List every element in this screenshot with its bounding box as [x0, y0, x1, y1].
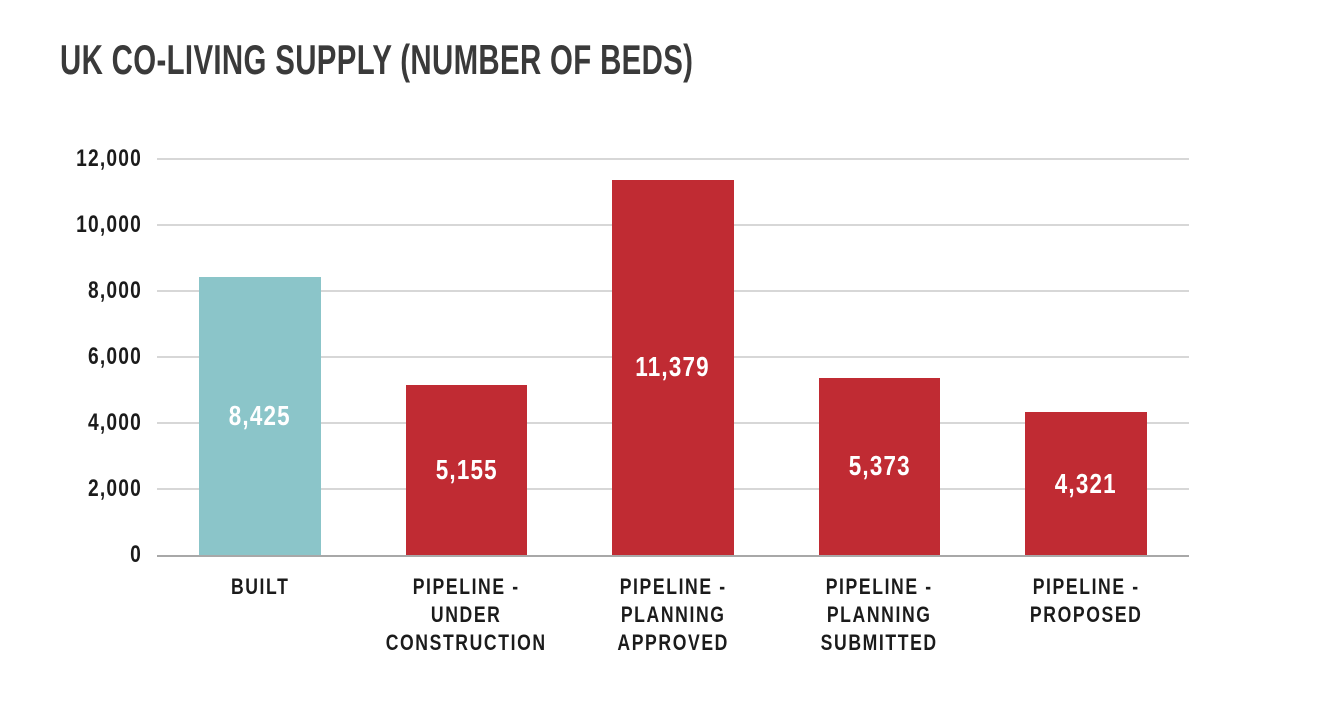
bar-pipeline-under-construction: 5,155 [405, 384, 528, 555]
gridline-12000 [157, 158, 1189, 160]
x-axis-category-labels: BUILT PIPELINE - UNDER CONSTRUCTION PIPELI… [157, 573, 1189, 673]
bar-value-label: 11,379 [635, 351, 711, 383]
x-category-label-4: PIPELINE - PLANNING SUBMITTED [820, 574, 938, 655]
x-category-label-3: PIPELINE - PLANNING APPROVED [617, 574, 729, 655]
bar-value-label: 5,155 [435, 453, 498, 485]
bar-value-label: 8,425 [229, 399, 292, 431]
bar-pipeline-proposed: 4,321 [1024, 412, 1147, 555]
x-category-label-1: BUILT [230, 574, 290, 599]
y-tick-label-10000: 10,000 [76, 210, 142, 238]
bar-pipeline-planning-submitted: 5,373 [818, 377, 941, 555]
bar-pipeline-planning-approved: 11,379 [612, 179, 734, 555]
chart-title: UK CO-LIVING SUPPLY (NUMBER OF BEDS) [60, 36, 694, 83]
bar-built: 8,425 [199, 276, 322, 555]
y-tick-label-6000: 6,000 [87, 343, 142, 370]
bar-value-label: 4,321 [1054, 467, 1117, 499]
y-tick-label-2000: 2,000 [87, 475, 142, 502]
y-tick-label-12000: 12,000 [76, 145, 142, 172]
y-tick-label-0: 0 [130, 541, 142, 568]
bar-value-label: 5,373 [848, 450, 911, 482]
chart-plot-area: 0 2,000 4,000 6,000 8,000 10,000 12,000 8,425 5… [76, 145, 1189, 655]
y-tick-label-4000: 4,000 [87, 408, 142, 436]
x-category-label-5: PIPELINE - PROPOSED [1029, 574, 1143, 627]
y-tick-label-8000: 8,000 [87, 276, 142, 304]
x-category-label-2: PIPELINE - UNDER CONSTRUCTION [386, 574, 548, 655]
